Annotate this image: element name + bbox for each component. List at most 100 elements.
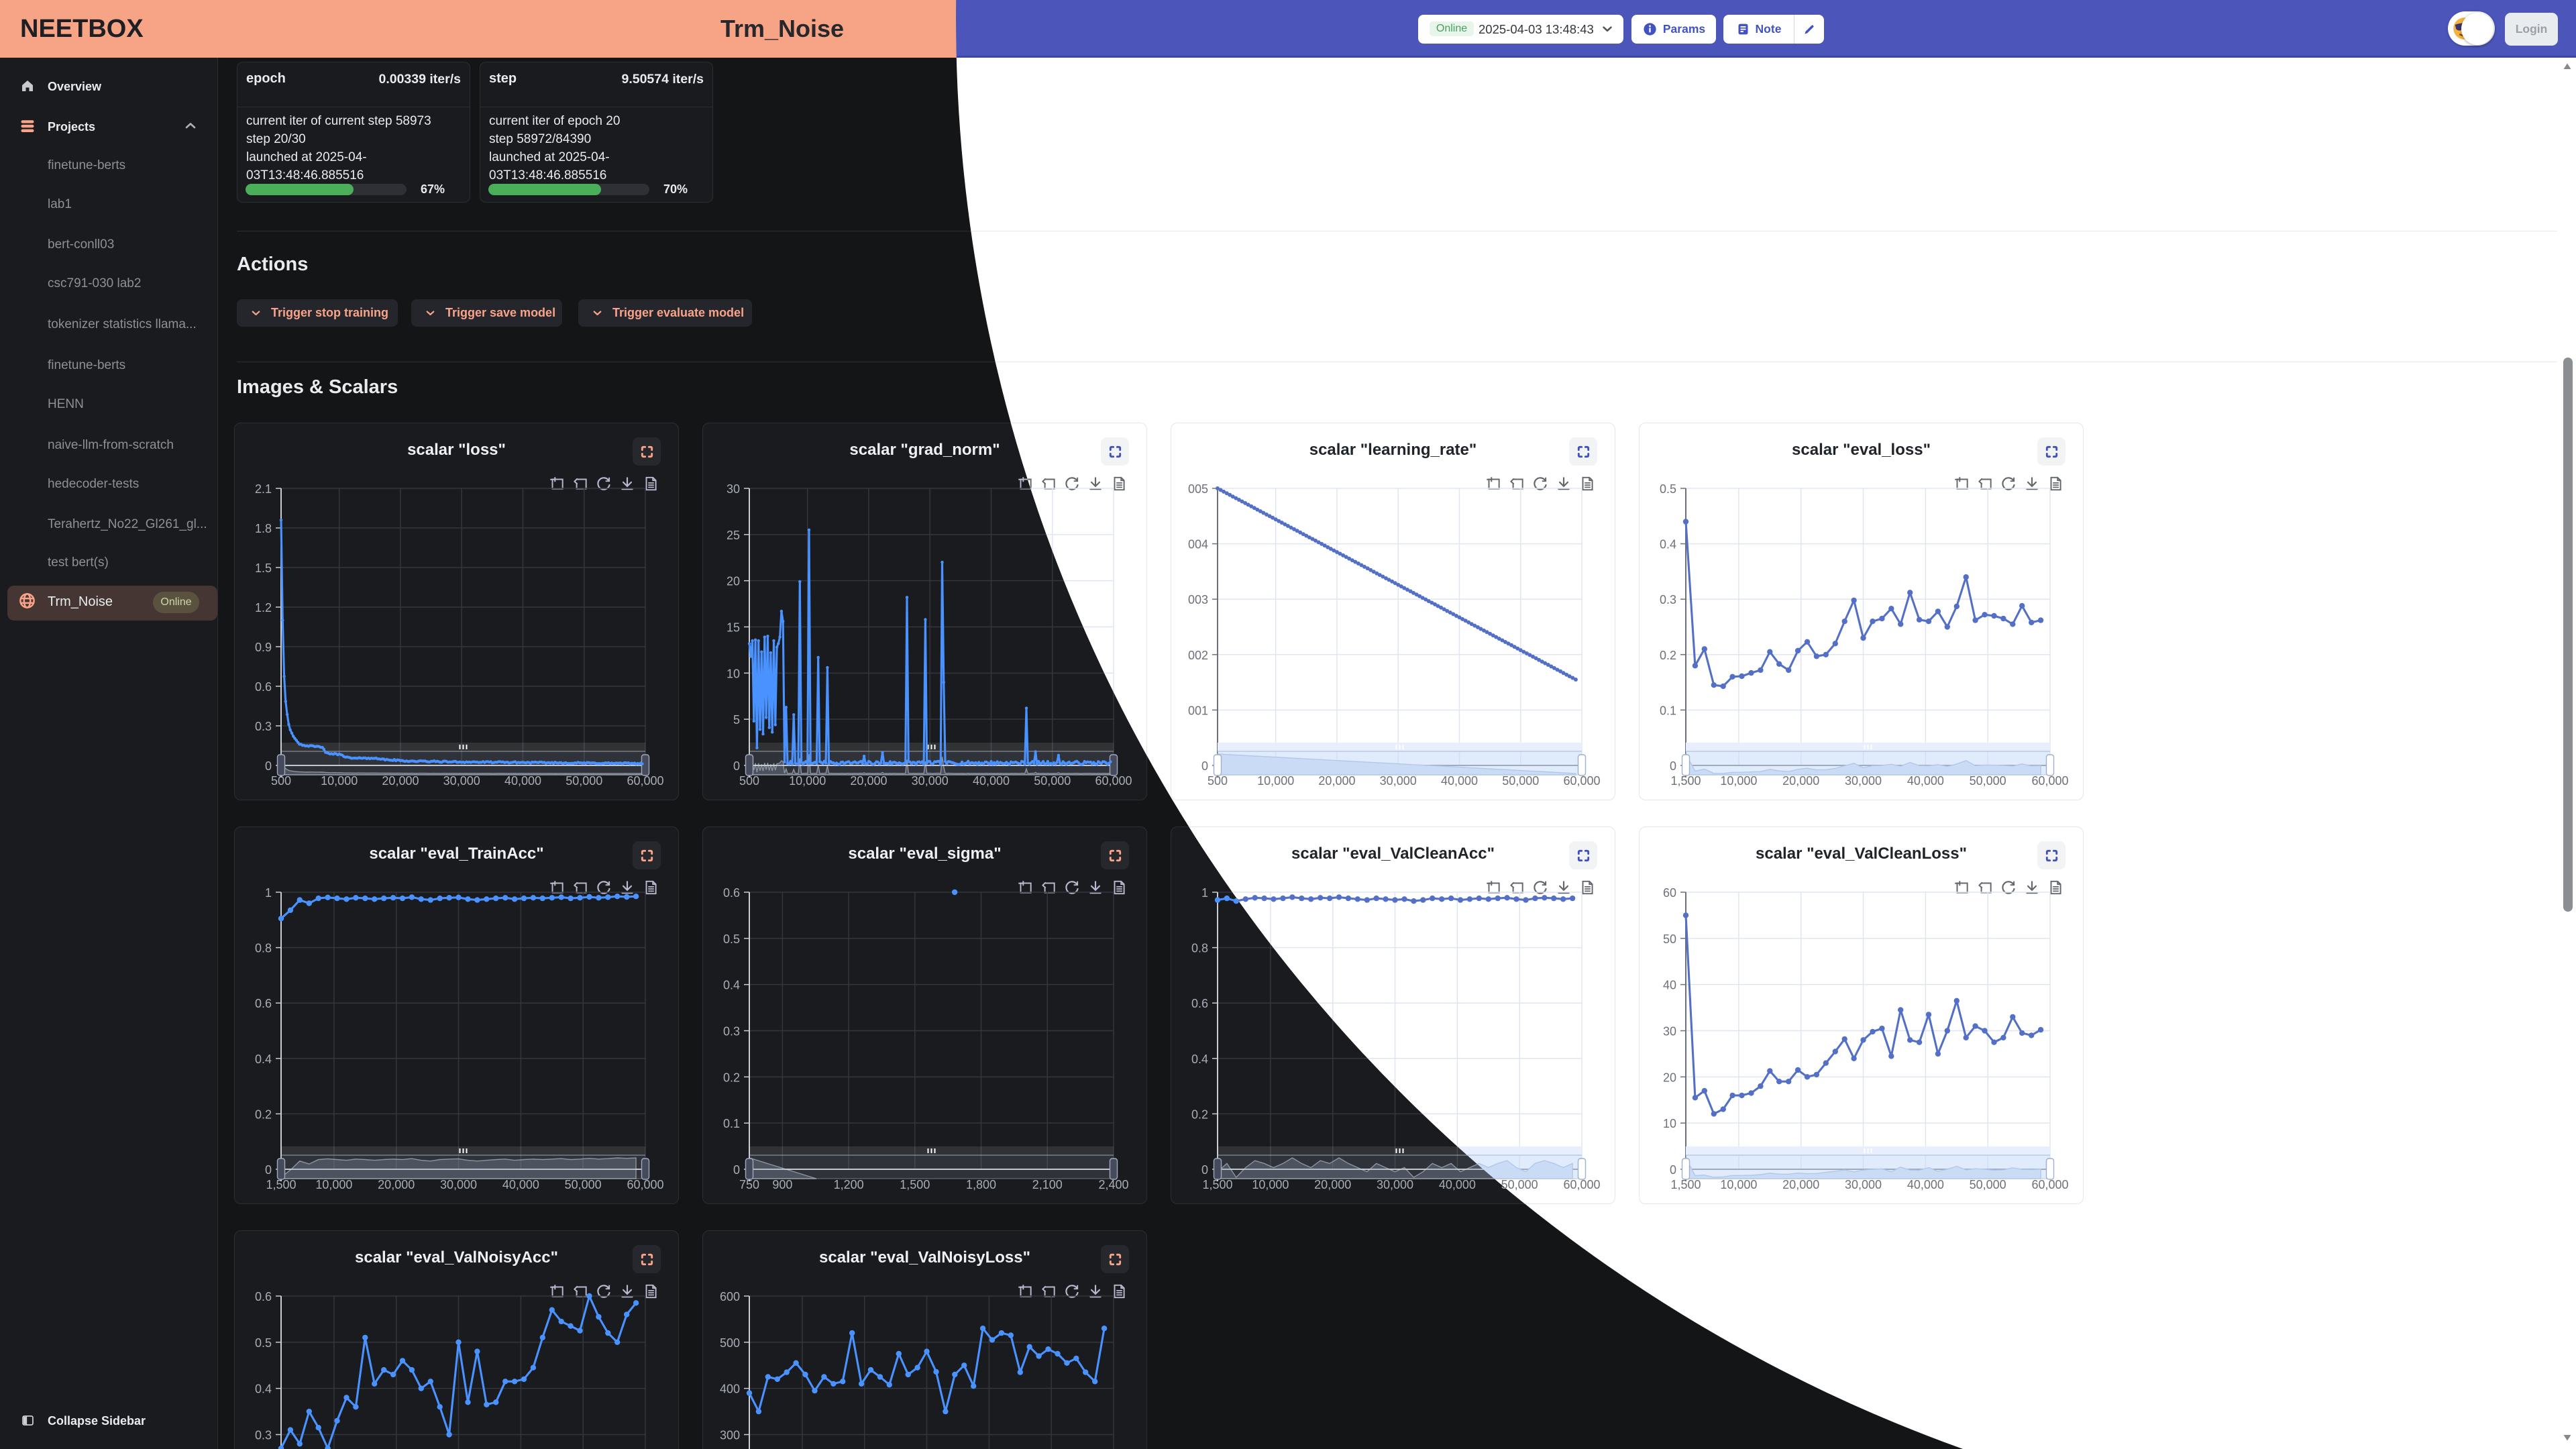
svg-text:0.4: 0.4 — [1660, 538, 1676, 551]
svg-text:30,000: 30,000 — [912, 774, 949, 788]
svg-text:30,000: 30,000 — [1377, 1178, 1413, 1191]
svg-text:0.6: 0.6 — [1191, 997, 1208, 1010]
svg-text:30,000: 30,000 — [440, 1178, 477, 1191]
svg-text:002: 002 — [1188, 649, 1208, 662]
svg-text:50,000: 50,000 — [565, 1178, 602, 1191]
svg-text:0.1: 0.1 — [723, 1117, 740, 1130]
svg-text:20,000: 20,000 — [1782, 774, 1819, 788]
svg-text:40,000: 40,000 — [1907, 774, 1944, 788]
svg-text:50,000: 50,000 — [1970, 1178, 2006, 1191]
svg-text:50,000: 50,000 — [1034, 774, 1071, 788]
svg-text:60,000: 60,000 — [1563, 774, 1600, 788]
svg-text:900: 900 — [772, 1178, 792, 1191]
svg-text:0.6: 0.6 — [255, 997, 272, 1010]
svg-text:1,800: 1,800 — [966, 1178, 996, 1191]
svg-text:20: 20 — [727, 575, 740, 588]
svg-text:0: 0 — [733, 759, 740, 773]
svg-text:0.5: 0.5 — [1660, 482, 1676, 496]
svg-text:20,000: 20,000 — [1314, 1178, 1351, 1191]
svg-text:0.8: 0.8 — [255, 942, 272, 955]
svg-text:0.8: 0.8 — [1191, 942, 1208, 955]
svg-text:0.2: 0.2 — [255, 1108, 272, 1121]
svg-text:30,000: 30,000 — [1845, 774, 1882, 788]
svg-text:20,000: 20,000 — [1318, 774, 1355, 788]
svg-text:2.1: 2.1 — [255, 482, 272, 496]
svg-text:2,100: 2,100 — [1032, 1178, 1063, 1191]
svg-text:10,000: 10,000 — [1257, 774, 1294, 788]
svg-text:005: 005 — [1188, 482, 1208, 496]
svg-text:0: 0 — [1201, 1163, 1208, 1177]
svg-text:500: 500 — [1208, 774, 1228, 788]
svg-text:0.9: 0.9 — [255, 641, 272, 654]
svg-text:0.4: 0.4 — [723, 979, 740, 992]
svg-text:500: 500 — [720, 1336, 740, 1350]
svg-text:50,000: 50,000 — [566, 774, 602, 788]
svg-text:50,000: 50,000 — [1502, 774, 1539, 788]
svg-text:0: 0 — [1670, 759, 1676, 773]
svg-text:10: 10 — [1663, 1117, 1676, 1130]
svg-text:30: 30 — [1663, 1025, 1676, 1038]
svg-text:10,000: 10,000 — [1252, 1178, 1289, 1191]
svg-text:0: 0 — [1670, 1163, 1676, 1177]
svg-text:0: 0 — [733, 1163, 740, 1177]
svg-text:30,000: 30,000 — [1380, 774, 1417, 788]
svg-text:40: 40 — [1663, 979, 1676, 992]
svg-text:1,500: 1,500 — [266, 1178, 296, 1191]
svg-text:500: 500 — [739, 774, 759, 788]
svg-text:0.2: 0.2 — [1660, 649, 1676, 662]
svg-text:10: 10 — [727, 667, 740, 680]
svg-text:60,000: 60,000 — [2031, 1178, 2068, 1191]
svg-text:300: 300 — [720, 1429, 740, 1442]
svg-text:20,000: 20,000 — [1782, 1178, 1819, 1191]
svg-text:0.6: 0.6 — [723, 886, 740, 900]
svg-text:40,000: 40,000 — [504, 774, 541, 788]
svg-text:50: 50 — [1663, 932, 1676, 946]
svg-text:10,000: 10,000 — [1720, 1178, 1757, 1191]
svg-text:004: 004 — [1188, 538, 1208, 551]
svg-text:0.5: 0.5 — [723, 932, 740, 946]
svg-text:40,000: 40,000 — [502, 1178, 539, 1191]
svg-text:1: 1 — [1201, 886, 1208, 900]
svg-text:750: 750 — [739, 1178, 759, 1191]
svg-text:400: 400 — [720, 1383, 740, 1396]
svg-text:1,500: 1,500 — [1670, 774, 1701, 788]
svg-text:10,000: 10,000 — [789, 774, 826, 788]
svg-text:1,500: 1,500 — [1202, 1178, 1232, 1191]
svg-text:0.4: 0.4 — [255, 1383, 272, 1396]
svg-text:60,000: 60,000 — [1095, 774, 1132, 788]
svg-text:1: 1 — [265, 886, 272, 900]
svg-text:15: 15 — [727, 621, 740, 635]
svg-text:50,000: 50,000 — [1970, 774, 2006, 788]
svg-text:25: 25 — [727, 529, 740, 542]
svg-text:20,000: 20,000 — [382, 774, 419, 788]
svg-text:5: 5 — [733, 713, 740, 727]
svg-text:40,000: 40,000 — [973, 774, 1010, 788]
svg-text:30,000: 30,000 — [443, 774, 480, 788]
svg-text:10,000: 10,000 — [315, 1178, 352, 1191]
svg-text:003: 003 — [1188, 593, 1208, 606]
svg-text:1,500: 1,500 — [900, 1178, 930, 1191]
svg-text:30: 30 — [727, 482, 740, 496]
svg-text:60,000: 60,000 — [627, 774, 663, 788]
svg-text:60,000: 60,000 — [1563, 1178, 1600, 1191]
svg-text:0.3: 0.3 — [1660, 593, 1676, 606]
svg-text:20,000: 20,000 — [378, 1178, 415, 1191]
svg-text:0.4: 0.4 — [255, 1053, 272, 1066]
svg-text:40,000: 40,000 — [1907, 1178, 1944, 1191]
svg-text:1,200: 1,200 — [834, 1178, 864, 1191]
svg-text:0.5: 0.5 — [255, 1336, 272, 1350]
svg-text:30,000: 30,000 — [1845, 1178, 1882, 1191]
svg-text:0.2: 0.2 — [1191, 1108, 1208, 1121]
svg-text:20: 20 — [1663, 1071, 1676, 1084]
svg-text:40,000: 40,000 — [1441, 774, 1478, 788]
svg-text:50,000: 50,000 — [1501, 1178, 1538, 1191]
svg-text:500: 500 — [271, 774, 291, 788]
svg-text:1.5: 1.5 — [255, 561, 272, 575]
svg-text:1.2: 1.2 — [255, 601, 272, 614]
svg-text:0: 0 — [265, 1163, 272, 1177]
svg-text:0: 0 — [265, 759, 272, 773]
svg-text:60,000: 60,000 — [627, 1178, 663, 1191]
svg-text:001: 001 — [1188, 704, 1208, 717]
svg-text:0.3: 0.3 — [255, 1429, 272, 1442]
svg-text:60,000: 60,000 — [2031, 774, 2068, 788]
